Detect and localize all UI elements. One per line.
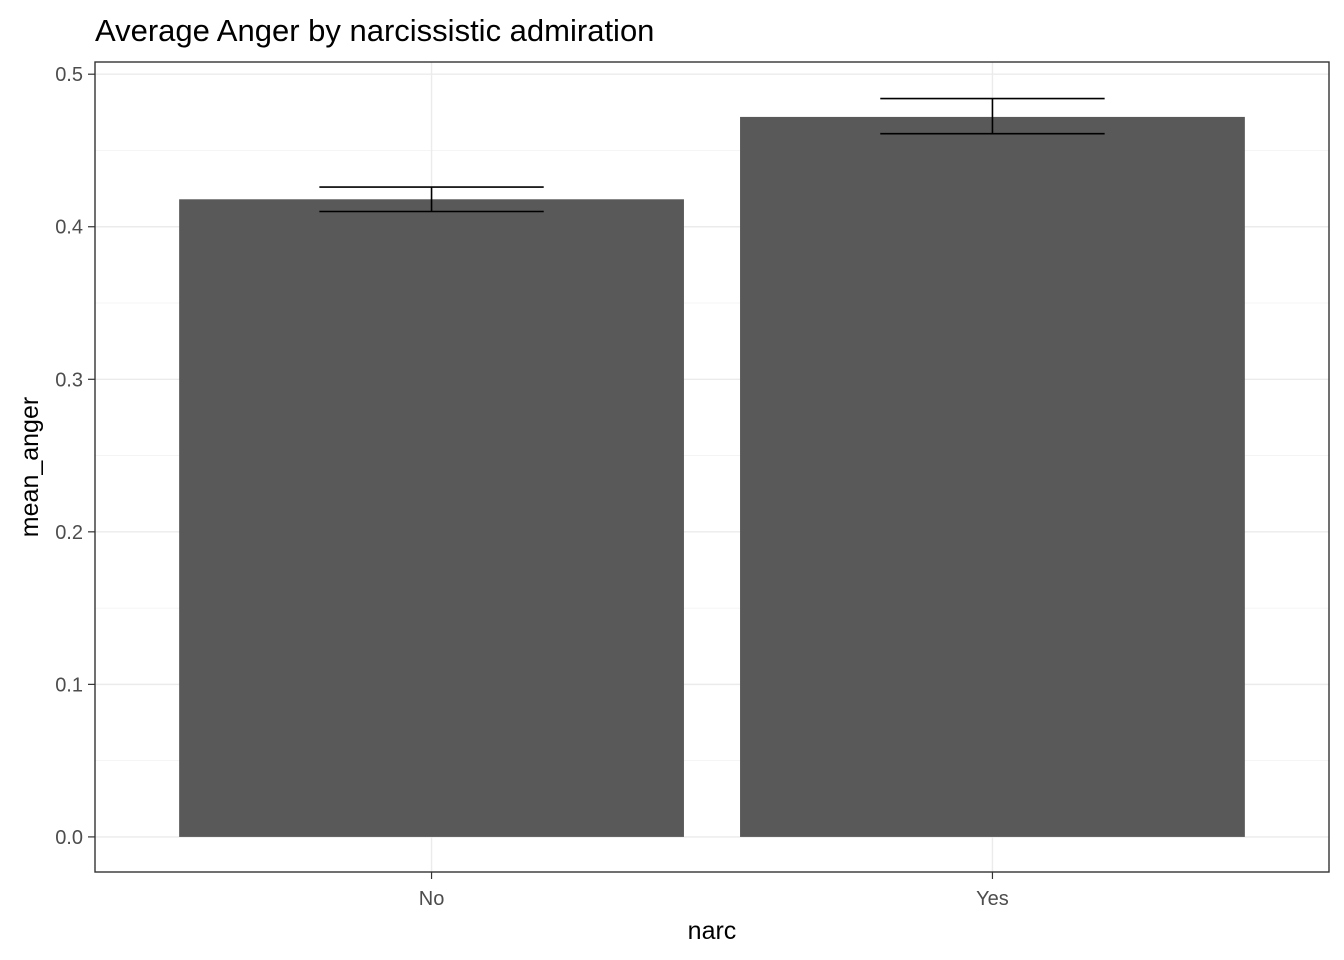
y-tick-label: 0.0 xyxy=(55,827,83,849)
bar-yes xyxy=(740,116,1245,837)
panel-border xyxy=(94,61,1330,873)
y-tick-label: 0.3 xyxy=(55,369,83,391)
y-tick-label: 0.5 xyxy=(55,64,83,86)
y-tick-label: 0.2 xyxy=(55,522,83,544)
chart-title: Average Anger by narcissistic admiration xyxy=(95,13,654,48)
bar-no xyxy=(179,199,684,837)
error-bar-yes xyxy=(880,97,1105,135)
y-tick-label: 0.4 xyxy=(55,217,83,239)
x-tick-label: No xyxy=(419,888,445,910)
y-tick-label: 0.1 xyxy=(55,674,83,696)
y-axis: 0.0 0.1 0.2 0.3 0.4 0.5 xyxy=(55,64,95,849)
x-axis: No Yes xyxy=(419,872,1009,910)
y-axis-title: mean_anger xyxy=(16,397,44,537)
x-axis-title: narc xyxy=(688,917,737,945)
bars-layer xyxy=(179,116,1245,837)
error-bar-no xyxy=(319,186,544,213)
x-tick-label: Yes xyxy=(976,888,1009,910)
error-bars-layer xyxy=(319,97,1105,213)
